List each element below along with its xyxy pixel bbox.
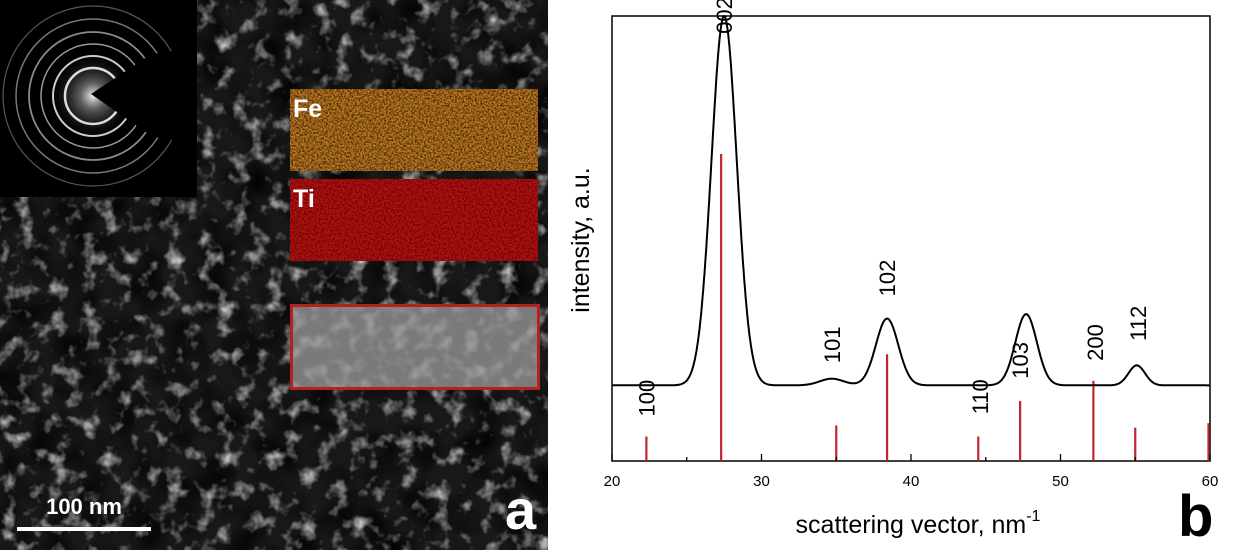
x-axis-label: scattering vector, nm-1 <box>796 508 1041 539</box>
scale-bar-label: 100 nm <box>46 494 122 519</box>
panel-a-label: a <box>505 478 537 541</box>
fe-eds-map: Fe <box>290 89 538 171</box>
x-tick-label: 30 <box>753 473 770 490</box>
ti-label: Ti <box>293 185 315 213</box>
scale-bar <box>17 527 151 531</box>
diffraction-pattern-inset <box>0 0 197 197</box>
x-axis-tick-labels: 20 30 40 50 60 <box>604 473 1219 490</box>
peak-label: 002 <box>712 0 737 34</box>
x-tick-label: 20 <box>604 473 621 490</box>
peak-label: 200 <box>1083 324 1108 361</box>
peak-label: 100 <box>634 380 659 417</box>
panel-b-label: b <box>1178 484 1214 549</box>
intensity-curve <box>612 14 1210 387</box>
x-axis-label-superscript: -1 <box>1026 508 1040 525</box>
plot-frame <box>611 15 1211 462</box>
peak-label: 101 <box>820 326 845 363</box>
diffraction-profile-panel: 20 30 40 50 60 002 101 102 100 110 103 200 112 scat… <box>548 0 1233 550</box>
y-axis-label: intensity, a.u. <box>567 167 595 312</box>
x-tick-label: 60 <box>1202 473 1219 490</box>
x-tick-label: 50 <box>1052 473 1069 490</box>
ti-eds-map: Ti <box>290 179 538 261</box>
fe-label: Fe <box>293 95 323 123</box>
peak-labels: 002 101 102 100 110 103 200 112 <box>634 0 1151 417</box>
x-axis-ticks <box>611 454 1211 461</box>
peak-label: 102 <box>875 260 900 297</box>
peak-label: 110 <box>968 379 993 414</box>
reference-lines <box>645 153 1210 461</box>
x-tick-label: 40 <box>903 473 920 490</box>
eds-region-of-interest <box>290 304 540 390</box>
diffraction-chart: 20 30 40 50 60 002 101 102 100 110 103 200 112 scat… <box>567 0 1219 539</box>
peak-label: 112 <box>1126 306 1151 341</box>
peak-label: 103 <box>1008 342 1033 379</box>
tem-micrograph-panel: Fe Ti 100 nm a <box>0 0 548 550</box>
